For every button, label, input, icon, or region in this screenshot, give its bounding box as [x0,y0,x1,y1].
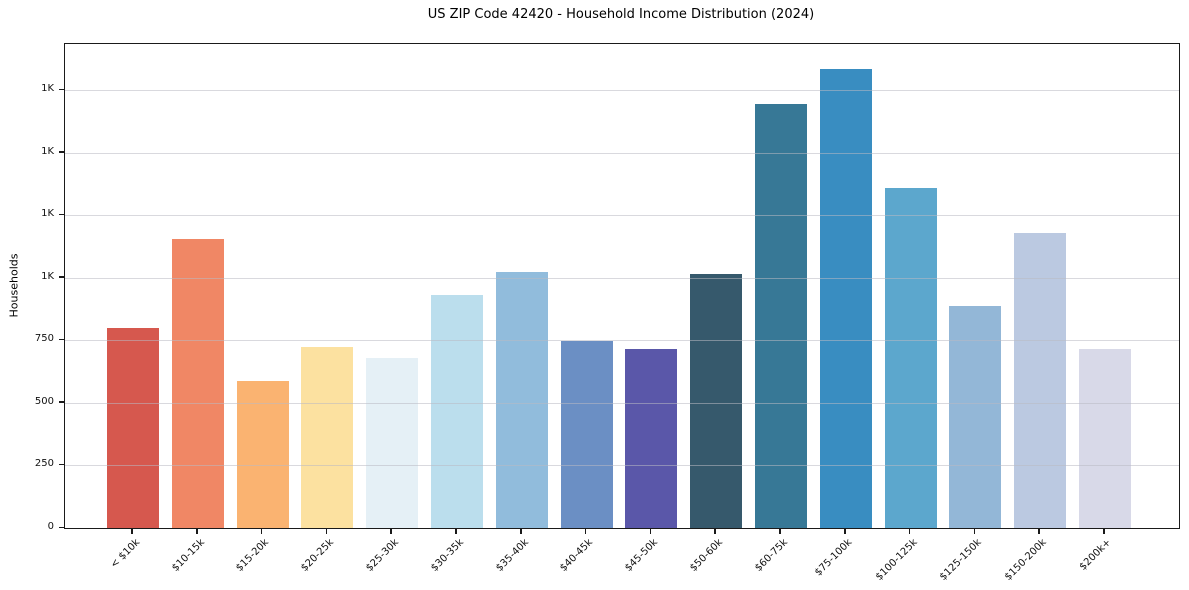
x-tick-mark [844,528,846,534]
y-tick-label: 1K [41,270,54,282]
gridline [65,215,1179,217]
x-tick-label: $20-25k [299,537,337,574]
y-tick-label: 0 [47,521,54,532]
y-tick-label: 1K [41,83,54,95]
bar [431,294,483,528]
x-tick-mark [649,528,652,534]
x-tick-label: < $10k [108,537,142,571]
plot-area [64,43,1180,529]
bar [366,358,419,528]
y-tick-label: 1K [41,145,54,157]
gridline [65,90,1179,92]
y-tick-mark [59,213,64,216]
x-tick-label: $50-60k [688,537,725,574]
x-tick-label: $150-200k [1003,537,1049,583]
x-tick-mark [196,528,198,534]
x-tick-label: $15-20k [234,537,272,574]
y-tick-mark [59,151,64,153]
y-tick-label: 500 [34,395,54,407]
gridline [65,152,1179,154]
x-tick-mark [325,528,328,534]
x-tick-label: $10-15k [169,537,207,574]
x-tick-label: $45-50k [623,537,661,574]
y-tick-mark [59,276,64,278]
x-tick-label: $25-30k [364,537,401,574]
x-tick-mark [1038,528,1040,534]
x-tick-label: $60-75k [752,537,790,574]
bar [690,274,743,528]
x-tick-mark [973,528,976,534]
bar [884,187,937,528]
x-tick-mark [779,528,781,534]
y-tick-mark [59,88,64,91]
bar [107,327,159,528]
y-tick-mark [59,526,64,528]
x-tick-mark [260,528,263,534]
x-tick-label: $125-150k [938,537,985,583]
gridline [65,340,1179,342]
bar [819,68,872,528]
bar [236,381,289,528]
x-tick-label: $40-45k [558,537,596,574]
x-tick-label: $200k+ [1077,537,1114,573]
gridline [65,277,1179,279]
gridline [65,402,1179,404]
x-tick-mark [908,528,911,534]
y-tick-label: 250 [34,458,54,470]
bar [1079,349,1131,528]
x-tick-mark [584,528,587,534]
y-tick-mark [59,338,64,341]
bar [301,347,354,528]
y-axis-label: Households [7,253,21,318]
bar [755,104,807,528]
x-tick-label: $30-35k [428,537,466,574]
x-tick-mark [714,528,716,534]
bar [560,341,613,528]
bar [949,305,1002,528]
x-tick-mark [520,528,522,534]
bar [171,238,224,528]
x-tick-mark [1103,528,1105,534]
bar [625,348,678,528]
y-tick-mark [59,463,64,466]
chart-title: US ZIP Code 42420 - Household Income Dis… [427,7,815,22]
x-tick-mark [390,528,392,534]
y-tick-mark [59,401,64,403]
bar [495,272,548,528]
bar [1014,232,1067,528]
y-tick-label: 1K [41,208,54,220]
x-tick-label: $75-100k [813,537,855,579]
x-tick-mark [455,528,457,534]
x-tick-label: $35-40k [493,537,531,574]
y-tick-label: 750 [34,333,54,345]
gridline [65,465,1179,467]
x-tick-label: $100-125k [873,537,920,583]
x-tick-mark [131,528,133,534]
